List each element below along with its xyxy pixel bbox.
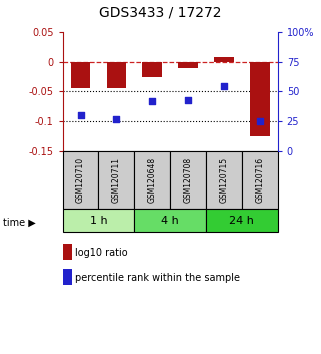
Text: log10 ratio: log10 ratio bbox=[75, 248, 128, 258]
Bar bbox=[142, 62, 162, 76]
FancyBboxPatch shape bbox=[206, 209, 278, 232]
FancyBboxPatch shape bbox=[170, 151, 206, 209]
FancyBboxPatch shape bbox=[206, 151, 242, 209]
Point bbox=[186, 97, 191, 103]
Text: GSM120708: GSM120708 bbox=[184, 157, 193, 203]
FancyBboxPatch shape bbox=[134, 209, 206, 232]
Point bbox=[257, 119, 262, 124]
Bar bbox=[214, 57, 234, 62]
FancyBboxPatch shape bbox=[99, 151, 134, 209]
Text: GSM120710: GSM120710 bbox=[76, 157, 85, 203]
Text: 4 h: 4 h bbox=[161, 216, 179, 225]
Bar bbox=[71, 62, 91, 88]
FancyBboxPatch shape bbox=[242, 151, 278, 209]
Text: GSM120716: GSM120716 bbox=[255, 157, 264, 203]
Text: 1 h: 1 h bbox=[90, 216, 107, 225]
Point bbox=[78, 113, 83, 118]
Text: time ▶: time ▶ bbox=[3, 218, 36, 228]
Text: GSM120648: GSM120648 bbox=[148, 157, 157, 203]
Bar bbox=[178, 62, 198, 68]
Text: GDS3433 / 17272: GDS3433 / 17272 bbox=[99, 5, 222, 19]
FancyBboxPatch shape bbox=[63, 151, 99, 209]
FancyBboxPatch shape bbox=[63, 209, 134, 232]
Text: GSM120715: GSM120715 bbox=[219, 157, 229, 203]
Bar bbox=[250, 62, 270, 136]
Point bbox=[150, 98, 155, 104]
Text: 24 h: 24 h bbox=[230, 216, 254, 225]
Bar bbox=[107, 62, 126, 88]
Point bbox=[114, 116, 119, 122]
Text: percentile rank within the sample: percentile rank within the sample bbox=[75, 273, 240, 283]
Point bbox=[221, 83, 226, 88]
FancyBboxPatch shape bbox=[134, 151, 170, 209]
Text: GSM120711: GSM120711 bbox=[112, 157, 121, 203]
